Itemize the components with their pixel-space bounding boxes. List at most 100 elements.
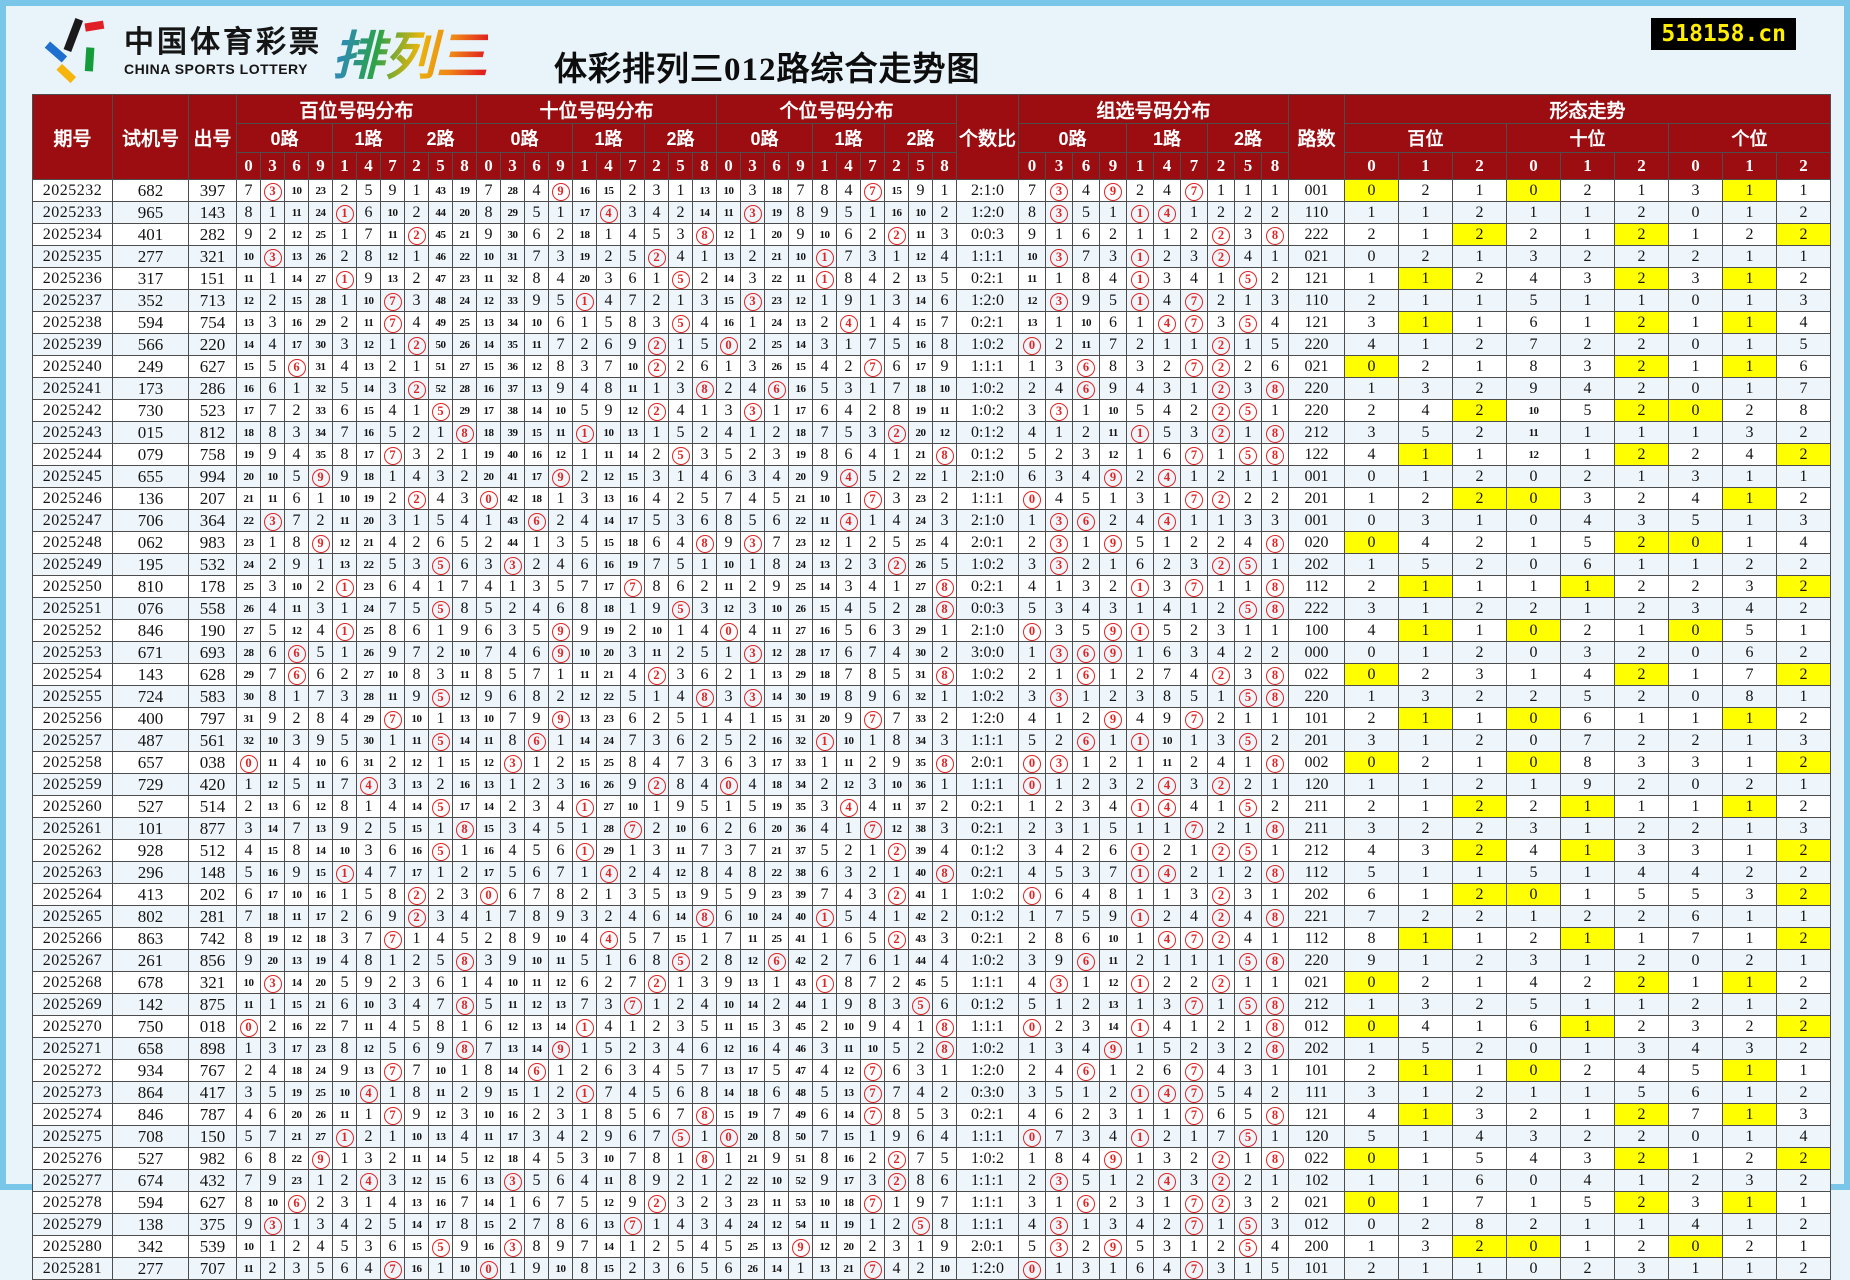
hundreds-miss-cell: 1 <box>380 1081 405 1104</box>
tens-miss-cell: 4 <box>620 663 645 686</box>
trend-road-hit-cell: 0 <box>1668 641 1723 664</box>
group-hit-cell: 4 <box>1153 201 1181 224</box>
group-hit-cell: 2 <box>1207 421 1235 444</box>
group-miss-cell: 2 <box>1207 1015 1235 1038</box>
header-cell: 0 <box>716 152 741 180</box>
units-miss-cell: 3 <box>884 1235 909 1258</box>
units-miss-cell: 23 <box>764 883 789 906</box>
trend-road-hit-cell: 2 <box>1614 1147 1669 1170</box>
tens-miss-cell: 11 <box>596 443 621 466</box>
table-row: 2025247 706 364 22 3 7 2 11 20 3 1 5 4 1 43 6 2 4 14 17 5 3 6 8… <box>32 509 1831 532</box>
units-hit-cell: 3 <box>740 641 765 664</box>
trend-miss-cell: 3 <box>1398 839 1453 862</box>
group-miss-cell: 3 <box>1261 289 1289 312</box>
group-miss-cell: 2 <box>1180 223 1208 246</box>
tens-miss-cell: 6 <box>572 971 597 994</box>
table-row: 2025241 173 286 16 6 1 32 5 14 3 2 52 28 16 37 13 9 4 8 11 1… <box>32 377 1831 400</box>
road-ratio-cell: 1:0:2 <box>956 553 1019 576</box>
tens-hit-cell: 8 <box>692 1147 717 1170</box>
group-miss-cell: 2 <box>1234 1169 1262 1192</box>
trend-miss-cell: 1 <box>1398 795 1453 818</box>
hundreds-hit-cell: 2 <box>404 487 429 510</box>
road-number-cell: 212 <box>1288 839 1345 862</box>
hundreds-miss-cell: 12 <box>260 773 285 796</box>
hundreds-miss-cell: 3 <box>428 465 453 488</box>
tens-miss-cell: 11 <box>644 641 669 664</box>
hundreds-miss-cell: 2 <box>260 1257 285 1280</box>
trend-miss-cell: 1 <box>1398 465 1453 488</box>
tens-miss-cell: 1 <box>644 993 669 1016</box>
tens-miss-cell: 6 <box>524 641 549 664</box>
road-ratio-cell: 1:1:1 <box>956 1169 1019 1192</box>
table-row: 2025269 142 875 11 1 15 21 6 10 3 4 7 8 5 11 12 13 7 3 7 1 2 4… <box>32 993 1831 1016</box>
units-hit-cell: 5 <box>908 1213 933 1236</box>
table-row: 2025281 277 707 11 2 3 5 6 4 7 16 1 10 0 1 9 10 8 15 2 3 6 5 6 2… <box>32 1257 1831 1280</box>
units-miss-cell: 4 <box>932 245 957 268</box>
tens-miss-cell: 1 <box>668 1147 693 1170</box>
units-miss-cell: 10 <box>812 1191 837 1214</box>
group-miss-cell: 5 <box>1126 399 1154 422</box>
units-miss-cell: 2 <box>860 223 885 246</box>
trend-miss-cell: 2 <box>1722 553 1777 576</box>
units-miss-cell: 13 <box>764 663 789 686</box>
units-miss-cell: 6 <box>884 355 909 378</box>
trend-road-hit-cell: 2 <box>1776 553 1831 576</box>
hundreds-miss-cell: 9 <box>236 223 261 246</box>
units-miss-cell: 1 <box>884 575 909 598</box>
issue-cell: 2025274 <box>32 1103 113 1126</box>
tens-miss-cell: 10 <box>572 641 597 664</box>
tens-miss-cell: 2 <box>644 443 669 466</box>
trend-road-hit-cell: 0 <box>1506 179 1561 202</box>
road-ratio-cell: 1:1:1 <box>956 773 1019 796</box>
hundreds-hit-cell: 8 <box>452 1037 477 1060</box>
trend-miss-cell: 8 <box>1506 355 1561 378</box>
units-miss-cell: 3 <box>884 619 909 642</box>
group-miss-cell: 1 <box>1126 751 1154 774</box>
units-miss-cell: 8 <box>812 443 837 466</box>
trend-road-hit-cell: 2 <box>1776 1169 1831 1192</box>
units-miss-cell: 18 <box>764 179 789 202</box>
hundreds-hit-cell: 1 <box>332 619 357 642</box>
issue-cell: 2025249 <box>32 553 113 576</box>
group-miss-cell: 3 <box>1207 1037 1235 1060</box>
tens-miss-cell: 7 <box>548 1191 573 1214</box>
tens-miss-cell: 18 <box>500 1147 525 1170</box>
units-hit-cell: 2 <box>884 927 909 950</box>
tens-hit-cell: 7 <box>620 1213 645 1236</box>
trend-miss-cell: 1 <box>1668 355 1723 378</box>
tens-miss-cell: 8 <box>524 905 549 928</box>
group-miss-cell: 1 <box>1045 1257 1073 1280</box>
hundreds-miss-cell: 4 <box>404 465 429 488</box>
group-miss-cell: 10 <box>1153 729 1181 752</box>
hundreds-miss-cell: 10 <box>284 179 309 202</box>
trend-miss-cell: 2 <box>1776 487 1831 510</box>
units-miss-cell: 3 <box>932 1103 957 1126</box>
group-miss-cell: 12 <box>1018 289 1046 312</box>
hundreds-miss-cell: 5 <box>404 1015 429 1038</box>
hundreds-hit-cell: 4 <box>356 1081 381 1104</box>
trend-miss-cell: 1 <box>1722 377 1777 400</box>
group-miss-cell: 1 <box>1234 333 1262 356</box>
tens-miss-cell: 16 <box>500 1103 525 1126</box>
group-hit-cell: 3 <box>1045 641 1073 664</box>
tens-miss-cell: 5 <box>548 575 573 598</box>
hundreds-miss-cell: 6 <box>404 1037 429 1060</box>
hundreds-miss-cell: 2 <box>332 311 357 334</box>
hundreds-miss-cell: 6 <box>308 663 333 686</box>
header-cell: 2 <box>404 152 429 180</box>
tens-miss-cell: 17 <box>500 1125 525 1148</box>
test-number-cell: 594 <box>112 1191 189 1214</box>
trend-road-hit-cell: 1 <box>1398 1257 1453 1280</box>
group-miss-cell: 2 <box>1207 707 1235 730</box>
tens-miss-cell: 5 <box>644 223 669 246</box>
trend-miss-cell: 2 <box>1344 223 1399 246</box>
tens-miss-cell: 4 <box>572 1169 597 1192</box>
issue-cell: 2025268 <box>32 971 113 994</box>
tens-miss-cell: 1 <box>572 861 597 884</box>
table-row: 2025244 079 758 19 9 4 35 8 17 7 3 2 1 19 40 16 12 1 11 14 2… <box>32 443 1831 466</box>
hundreds-miss-cell: 8 <box>332 443 357 466</box>
road-ratio-cell: 1:2:0 <box>956 707 1019 730</box>
units-miss-cell: 11 <box>764 619 789 642</box>
header-cell: 9 <box>1099 152 1127 180</box>
hundreds-miss-cell: 1 <box>332 223 357 246</box>
